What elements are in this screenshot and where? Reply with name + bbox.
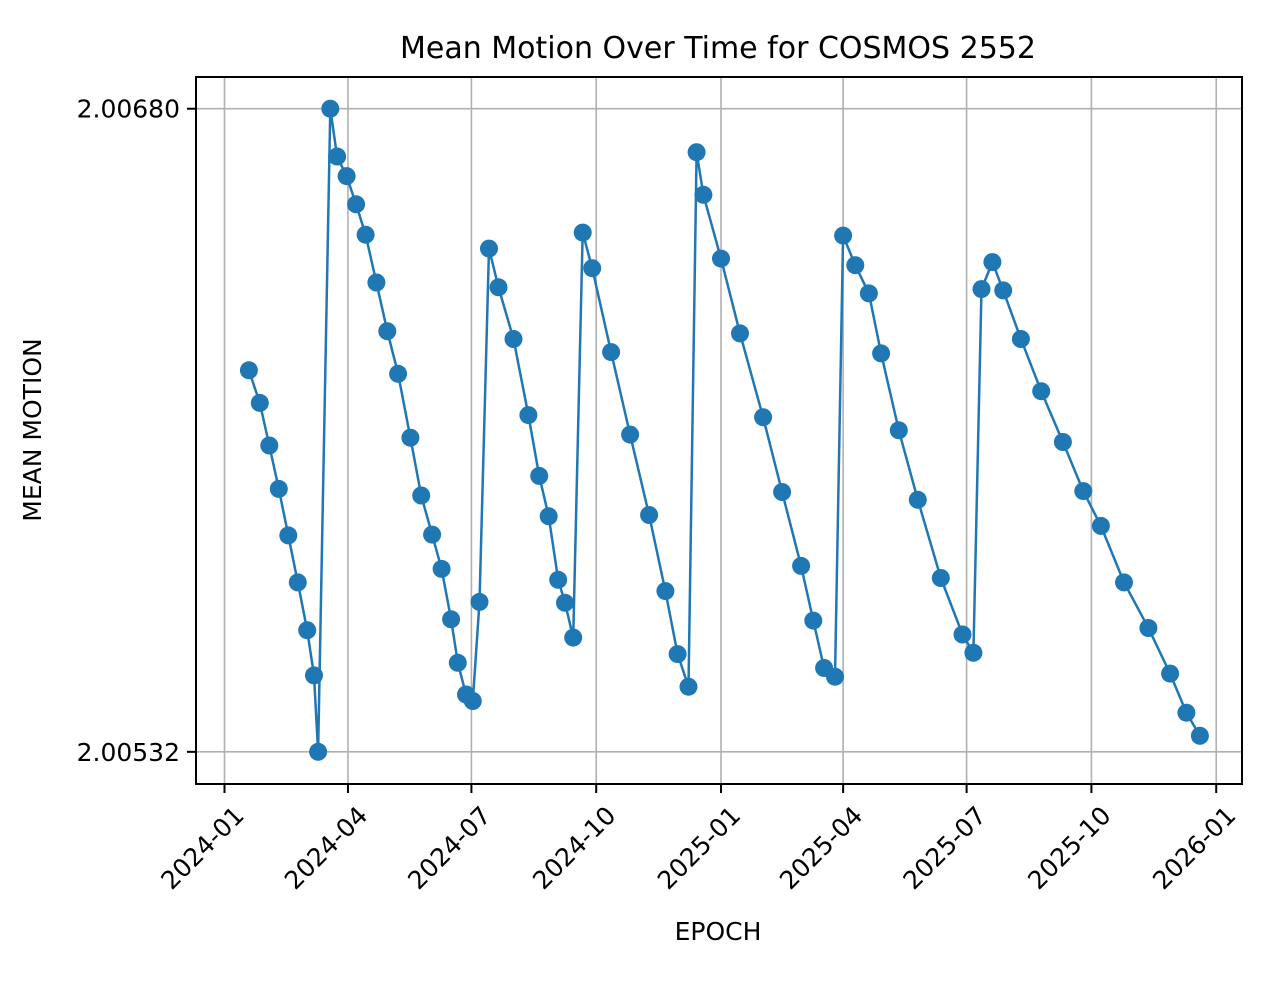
- data-point: [754, 408, 773, 427]
- data-point: [530, 466, 549, 485]
- data-point: [668, 645, 687, 664]
- data-point: [792, 556, 811, 575]
- data-point: [239, 361, 258, 380]
- data-point: [872, 344, 891, 363]
- chart-title: Mean Motion Over Time for COSMOS 2552: [400, 31, 1036, 66]
- data-point: [432, 559, 451, 578]
- x-tick-label: 2025-07: [897, 801, 991, 895]
- data-point: [539, 507, 558, 526]
- data-point: [260, 436, 279, 455]
- data-point: [621, 425, 640, 444]
- data-point: [401, 428, 420, 447]
- y-axis-label: MEAN MOTION: [18, 338, 47, 521]
- data-point: [731, 324, 749, 343]
- data-point: [504, 330, 523, 348]
- data-point: [834, 226, 853, 245]
- data-point: [687, 143, 706, 162]
- data-point: [602, 343, 621, 362]
- x-tick-label: 2025-10: [1022, 801, 1116, 895]
- data-point: [804, 611, 823, 630]
- data-point: [412, 486, 431, 505]
- data-point: [298, 621, 317, 640]
- data-point: [321, 99, 340, 118]
- data-point: [972, 280, 991, 299]
- data-point: [423, 525, 442, 544]
- data-point: [694, 185, 713, 204]
- data-point: [994, 281, 1013, 300]
- y-tick-label: 2.00532: [77, 738, 180, 767]
- data-point: [964, 643, 983, 662]
- data-point: [448, 653, 467, 672]
- data-point: [826, 667, 844, 686]
- data-point: [712, 249, 730, 268]
- data-point: [1091, 516, 1110, 535]
- data-point: [489, 278, 508, 297]
- data-point: [519, 406, 538, 425]
- data-point: [640, 506, 659, 524]
- data-point: [250, 393, 269, 412]
- data-point: [1139, 619, 1158, 637]
- x-tick-label: 2025-04: [774, 801, 868, 895]
- axis-ticks: 2024-01 2024-04 2024-07 2024-10 2025-01 2025-…: [77, 95, 1242, 895]
- x-tick-label: 2024-04: [279, 801, 373, 895]
- data-point: [378, 322, 397, 341]
- data-point: [583, 259, 602, 278]
- data-point: [480, 239, 498, 258]
- data-point: [367, 273, 386, 292]
- series-line: [247, 108, 1201, 752]
- plot-frame: [195, 76, 1243, 785]
- data-series: [239, 99, 1209, 761]
- data-point: [279, 526, 298, 545]
- data-point: [1190, 726, 1209, 745]
- data-point: [773, 483, 792, 501]
- x-tick-label: 2024-07: [402, 801, 496, 895]
- data-point: [288, 573, 307, 592]
- data-point: [1011, 330, 1030, 348]
- data-point: [337, 167, 356, 186]
- x-tick-label: 2024-10: [527, 801, 621, 895]
- data-point: [356, 225, 375, 244]
- data-point: [564, 628, 583, 647]
- data-point: [305, 666, 323, 685]
- data-point: [908, 490, 927, 509]
- data-point: [347, 195, 366, 214]
- data-point: [953, 625, 972, 644]
- data-point: [1161, 664, 1180, 683]
- data-point: [931, 569, 950, 587]
- data-point: [1053, 433, 1072, 451]
- data-point: [889, 421, 908, 440]
- data-point: [549, 570, 568, 589]
- data-point: [1115, 573, 1133, 592]
- data-point: [1074, 482, 1093, 501]
- data-point: [269, 479, 288, 498]
- grid: [196, 77, 1242, 784]
- data-point: [463, 692, 482, 710]
- x-tick-label: 2025-01: [652, 801, 746, 895]
- data-point: [1177, 703, 1196, 722]
- x-tick-label: 2026-01: [1147, 801, 1241, 895]
- data-point: [679, 677, 698, 696]
- data-point: [656, 582, 675, 601]
- data-point: [389, 364, 408, 383]
- x-tick-label: 2024-01: [155, 801, 249, 895]
- data-point: [1032, 382, 1051, 401]
- data-point: [846, 256, 865, 275]
- data-point: [556, 593, 574, 612]
- data-point: [573, 223, 592, 242]
- data-point: [859, 284, 878, 303]
- data-point: [442, 610, 461, 629]
- y-tick-label: 2.00680: [77, 95, 180, 124]
- data-point: [328, 147, 347, 166]
- x-axis-label: EPOCH: [675, 917, 762, 946]
- data-point: [470, 592, 489, 611]
- data-point: [983, 253, 1002, 272]
- data-point: [309, 742, 328, 761]
